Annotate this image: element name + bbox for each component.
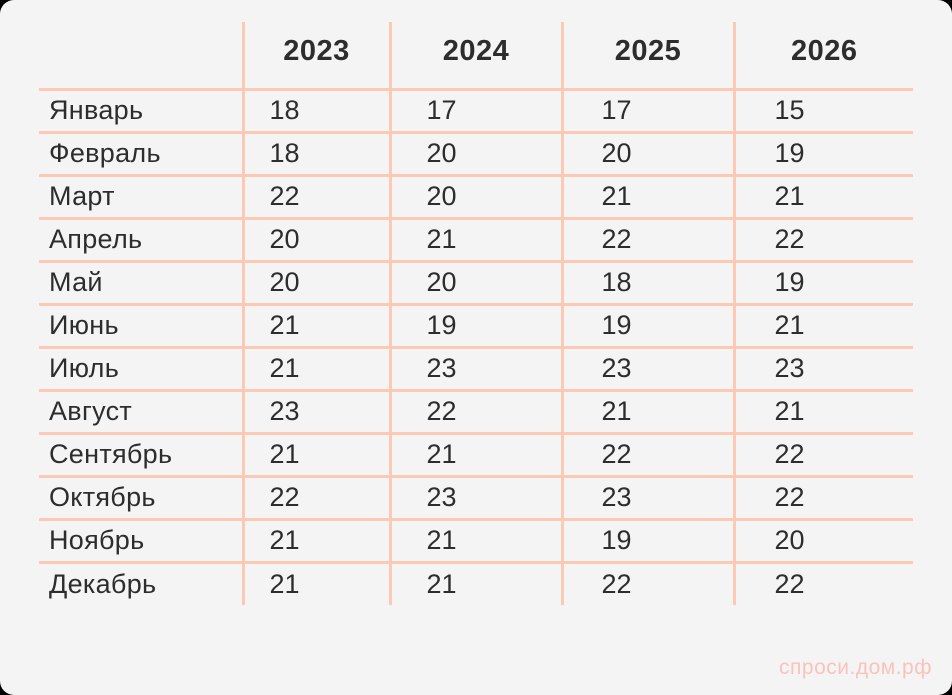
value-cell: 22 bbox=[732, 474, 913, 521]
value-cell: 21 bbox=[388, 560, 564, 605]
table-row: Апрель 20 21 22 22 bbox=[39, 216, 913, 263]
value-cell: 22 bbox=[388, 388, 564, 435]
month-label: Февраль bbox=[39, 130, 245, 177]
value-cell: 20 bbox=[241, 216, 392, 263]
month-label: Март bbox=[39, 173, 245, 220]
value-cell: 20 bbox=[560, 130, 736, 177]
year-header-2024: 2024 bbox=[388, 22, 564, 91]
table-row: Февраль 18 20 20 19 bbox=[39, 130, 913, 177]
value-cell: 23 bbox=[241, 388, 392, 435]
month-label: Июль bbox=[39, 345, 245, 392]
value-cell: 22 bbox=[241, 173, 392, 220]
value-cell: 21 bbox=[241, 517, 392, 564]
table-row: Март 22 20 21 21 bbox=[39, 173, 913, 220]
value-cell: 21 bbox=[560, 388, 736, 435]
table-row: Июль 21 23 23 23 bbox=[39, 345, 913, 392]
month-label: Апрель bbox=[39, 216, 245, 263]
value-cell: 17 bbox=[560, 87, 736, 134]
value-cell: 22 bbox=[241, 474, 392, 521]
empty-corner-cell bbox=[39, 22, 245, 91]
value-cell: 22 bbox=[560, 216, 736, 263]
value-cell: 21 bbox=[388, 216, 564, 263]
table-row: Ноябрь 21 21 19 20 bbox=[39, 517, 913, 564]
value-cell: 22 bbox=[732, 216, 913, 263]
value-cell: 23 bbox=[560, 345, 736, 392]
table-row: Октябрь 22 23 23 22 bbox=[39, 474, 913, 521]
month-label: Август bbox=[39, 388, 245, 435]
month-label: Ноябрь bbox=[39, 517, 245, 564]
header-row: 2023 2024 2025 2026 bbox=[39, 22, 913, 91]
value-cell: 21 bbox=[732, 173, 913, 220]
value-cell: 23 bbox=[388, 345, 564, 392]
value-cell: 20 bbox=[388, 130, 564, 177]
value-cell: 20 bbox=[241, 259, 392, 306]
value-cell: 22 bbox=[732, 431, 913, 478]
month-label: Июнь bbox=[39, 302, 245, 349]
value-cell: 21 bbox=[388, 517, 564, 564]
month-label: Май bbox=[39, 259, 245, 306]
value-cell: 23 bbox=[732, 345, 913, 392]
value-cell: 23 bbox=[560, 474, 736, 521]
value-cell: 21 bbox=[241, 302, 392, 349]
value-cell: 21 bbox=[241, 431, 392, 478]
watermark: спроси.дом.рф bbox=[779, 656, 932, 679]
value-cell: 15 bbox=[732, 87, 913, 134]
value-cell: 22 bbox=[560, 560, 736, 605]
value-cell: 19 bbox=[560, 517, 736, 564]
year-header-2026: 2026 bbox=[732, 22, 913, 91]
value-cell: 21 bbox=[241, 560, 392, 605]
value-cell: 21 bbox=[388, 431, 564, 478]
value-cell: 21 bbox=[560, 173, 736, 220]
value-cell: 19 bbox=[388, 302, 564, 349]
month-label: Сентябрь bbox=[39, 431, 245, 478]
value-cell: 19 bbox=[732, 259, 913, 306]
value-cell: 21 bbox=[241, 345, 392, 392]
value-cell: 19 bbox=[560, 302, 736, 349]
month-label: Январь bbox=[39, 87, 245, 134]
value-cell: 20 bbox=[388, 173, 564, 220]
year-header-2025: 2025 bbox=[560, 22, 736, 91]
value-cell: 23 bbox=[388, 474, 564, 521]
value-cell: 18 bbox=[560, 259, 736, 306]
value-cell: 22 bbox=[732, 560, 913, 605]
value-cell: 21 bbox=[732, 388, 913, 435]
value-cell: 20 bbox=[388, 259, 564, 306]
value-cell: 20 bbox=[732, 517, 913, 564]
table-row: Май 20 20 18 19 bbox=[39, 259, 913, 306]
table-row: Август 23 22 21 21 bbox=[39, 388, 913, 435]
value-cell: 19 bbox=[732, 130, 913, 177]
table-row: Январь 18 17 17 15 bbox=[39, 87, 913, 134]
month-label: Октябрь bbox=[39, 474, 245, 521]
month-label: Декабрь bbox=[39, 560, 245, 605]
table-row: Июнь 21 19 19 21 bbox=[39, 302, 913, 349]
year-header-2023: 2023 bbox=[241, 22, 392, 91]
table-row: Сентябрь 21 21 22 22 bbox=[39, 431, 913, 478]
working-days-table: 2023 2024 2025 2026 Январь 18 17 17 15 Феврал… bbox=[39, 22, 913, 605]
value-cell: 18 bbox=[241, 130, 392, 177]
value-cell: 17 bbox=[388, 87, 564, 134]
table-row: Декабрь 21 21 22 22 bbox=[39, 560, 913, 605]
value-cell: 18 bbox=[241, 87, 392, 134]
value-cell: 22 bbox=[560, 431, 736, 478]
value-cell: 21 bbox=[732, 302, 913, 349]
